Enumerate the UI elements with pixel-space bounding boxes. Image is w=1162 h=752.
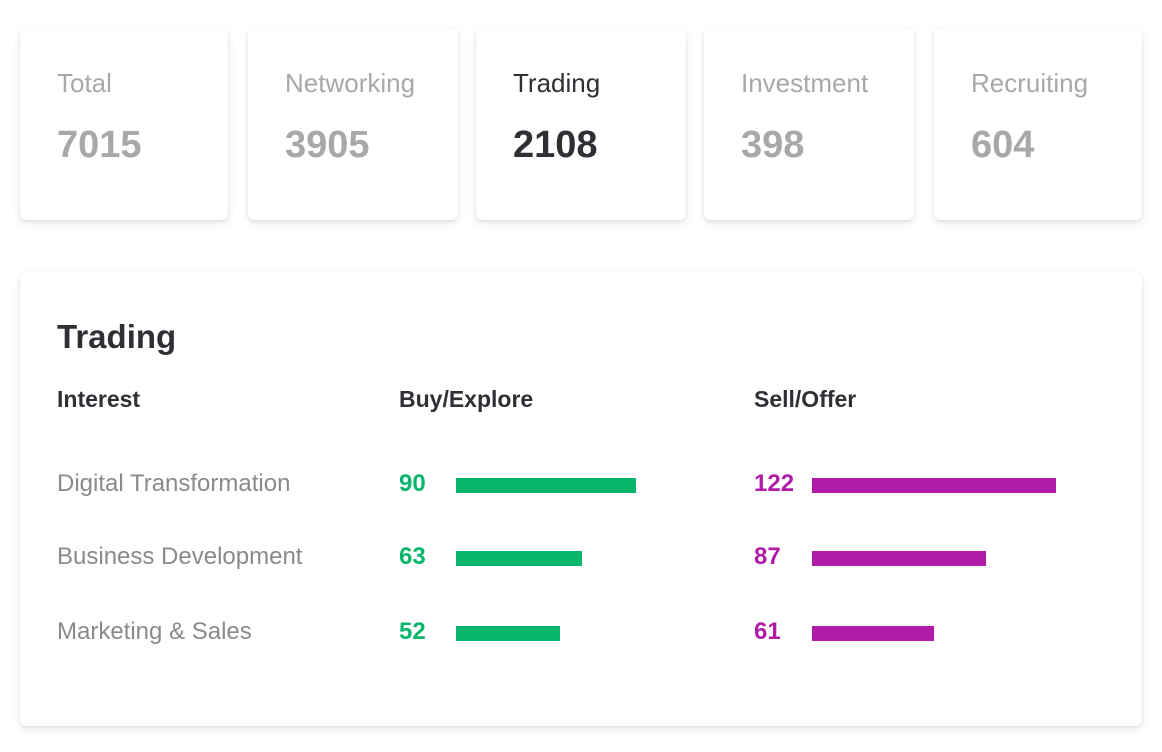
stat-value: 398 — [741, 124, 805, 166]
stat-value: 7015 — [57, 124, 142, 166]
buy-bar — [456, 551, 582, 566]
stats-row: Total 7015 Networking 3905 Trading 2108 … — [20, 28, 1142, 220]
buy-value: 52 — [399, 618, 426, 645]
stat-value: 3905 — [285, 124, 370, 166]
stat-card-trading[interactable]: Trading 2108 — [476, 28, 686, 220]
stat-label: Trading — [513, 68, 601, 98]
panel-title: Trading — [57, 318, 177, 355]
stat-card-networking[interactable]: Networking 3905 — [248, 28, 458, 220]
stat-label: Networking — [285, 68, 416, 98]
sell-value: 122 — [754, 470, 795, 497]
stat-card-total[interactable]: Total 7015 — [20, 28, 228, 220]
sell-bar — [812, 626, 934, 641]
column-header-buy: Buy/Explore — [399, 386, 534, 412]
interest-label: Digital Transformation — [57, 470, 291, 497]
buy-bar — [456, 478, 636, 493]
sell-bar — [812, 551, 986, 566]
sell-bar — [812, 478, 1056, 493]
sell-value: 87 — [754, 543, 781, 570]
stat-label: Recruiting — [971, 68, 1089, 98]
interest-label: Business Development — [57, 543, 303, 570]
sell-value: 61 — [754, 618, 781, 645]
buy-value: 63 — [399, 543, 426, 570]
trading-panel: Trading Interest Buy/Explore Sell/Offer … — [20, 272, 1142, 726]
stat-label: Total — [57, 68, 112, 98]
stat-value: 2108 — [513, 124, 598, 166]
buy-value: 90 — [399, 470, 426, 497]
stat-card-investment[interactable]: Investment 398 — [704, 28, 914, 220]
stat-label: Investment — [741, 68, 869, 98]
column-header-interest: Interest — [57, 386, 141, 412]
stat-value: 604 — [971, 124, 1035, 166]
stat-card-recruiting[interactable]: Recruiting 604 — [934, 28, 1142, 220]
buy-bar — [456, 626, 560, 641]
interest-label: Marketing & Sales — [57, 618, 252, 645]
column-header-sell: Sell/Offer — [754, 386, 857, 412]
